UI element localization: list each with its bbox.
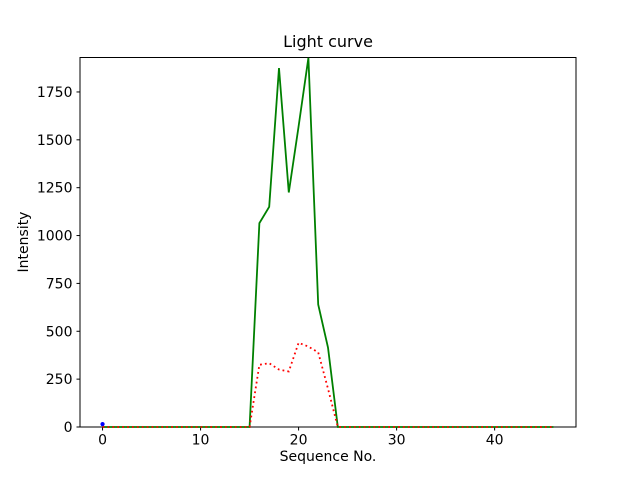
y-tick-label: 1750 (37, 85, 73, 101)
y-tick-label: 1250 (37, 181, 73, 197)
y-tick-label: 1500 (37, 133, 73, 149)
x-tick-label: 30 (388, 433, 406, 449)
x-tick-label: 40 (486, 433, 504, 449)
x-tick-label: 0 (98, 433, 107, 449)
x-tick-label: 20 (290, 433, 308, 449)
chart-title: Light curve (283, 32, 373, 51)
y-tick-label: 1000 (37, 229, 73, 245)
y-tick-label: 250 (46, 372, 73, 388)
red-dotted-curve (102, 341, 554, 428)
y-tick-label: 750 (46, 276, 73, 292)
x-axis-label: Sequence No. (279, 449, 377, 465)
y-axis-label: Intensity (16, 211, 32, 273)
green-solid-curve (102, 57, 554, 428)
x-tick-label: 10 (192, 433, 210, 449)
blue-origin-marker (100, 422, 105, 427)
plot-border (79, 57, 577, 428)
y-tick-label: 0 (64, 420, 73, 436)
y-tick-label: 500 (46, 324, 73, 340)
